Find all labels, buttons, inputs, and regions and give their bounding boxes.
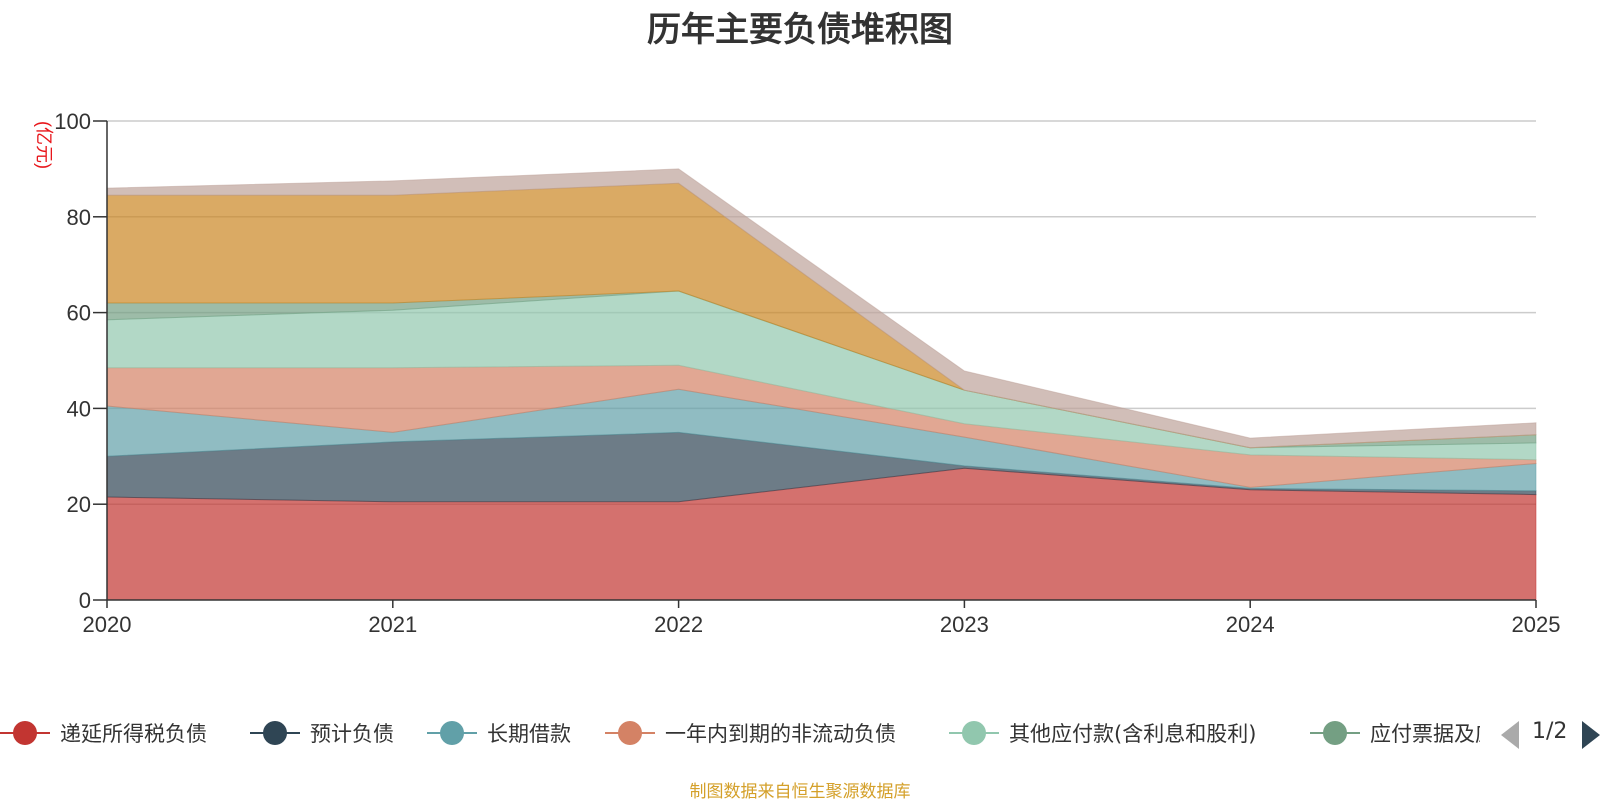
x-tick-label: 2024 [1226, 612, 1275, 637]
legend-next-page-icon[interactable] [1582, 721, 1600, 749]
legend-item[interactable]: 预计负债 [250, 713, 394, 753]
area-series-7[interactable] [106, 168, 1537, 449]
legend-swatch-icon [605, 713, 655, 753]
legend-page-indicator: 1/2 [1532, 719, 1568, 744]
x-tick-label: 2023 [940, 612, 989, 637]
legend-label: 预计负债 [310, 722, 394, 746]
legend-swatch-icon [949, 713, 999, 753]
axes [93, 120, 1537, 608]
legend-label: 递延所得税负债 [60, 722, 207, 746]
legend-item[interactable]: 其他应付款(含利息和股利) [949, 713, 1256, 753]
x-tick-label: 2025 [1512, 612, 1561, 637]
y-tick-label: 100 [54, 109, 91, 134]
chart-plot: 0 20 40 60 80 100 2020 2021 2022 2023 2024 2025 (亿元… [34, 109, 1560, 637]
legend-prev-page-icon[interactable] [1501, 721, 1519, 749]
legend-swatch-icon [0, 713, 50, 753]
chart-title: 历年主要负债堆积图 [647, 10, 953, 50]
legend-label: 长期借款 [487, 722, 571, 746]
y-tick-label: 40 [67, 396, 91, 421]
y-tick-label: 60 [67, 301, 91, 326]
legend-swatch-icon [427, 713, 477, 753]
x-tick-label: 2021 [368, 612, 417, 637]
x-tick-label: 2020 [83, 612, 132, 637]
legend-swatch-icon [250, 713, 300, 753]
axis-labels: 0 20 40 60 80 100 2020 2021 2022 2023 2024 2025 [54, 109, 1560, 637]
legend-label: 一年内到期的非流动负债 [665, 722, 896, 746]
legend: 递延所得税负债 预计负债 长期借款 一年内到期的非流动负债 其他应付款(含利息和股利) 应… [0, 713, 1600, 753]
y-tick-label: 20 [67, 492, 91, 517]
legend-items: 递延所得税负债 预计负债 长期借款 一年内到期的非流动负债 其他应付款(含利息和股利) 应… [0, 713, 1480, 753]
legend-item[interactable]: 长期借款 [427, 713, 571, 753]
x-tick-label: 2022 [654, 612, 703, 637]
y-axis-unit-label: (亿元) [34, 121, 54, 169]
legend-item[interactable]: 递延所得税负债 [0, 713, 207, 753]
area-series [106, 168, 1537, 601]
legend-label: 其他应付款(含利息和股利) [1009, 722, 1257, 746]
legend-label: 应付票据及应付账款 [1370, 722, 1480, 746]
y-tick-label: 80 [67, 205, 91, 230]
y-tick-label: 0 [79, 588, 91, 613]
legend-item[interactable]: 应付票据及应付账款 [1310, 713, 1480, 753]
legend-swatch-icon [1310, 713, 1360, 753]
data-source-note: 制图数据来自恒生聚源数据库 [689, 782, 911, 802]
legend-item[interactable]: 一年内到期的非流动负债 [605, 713, 896, 753]
